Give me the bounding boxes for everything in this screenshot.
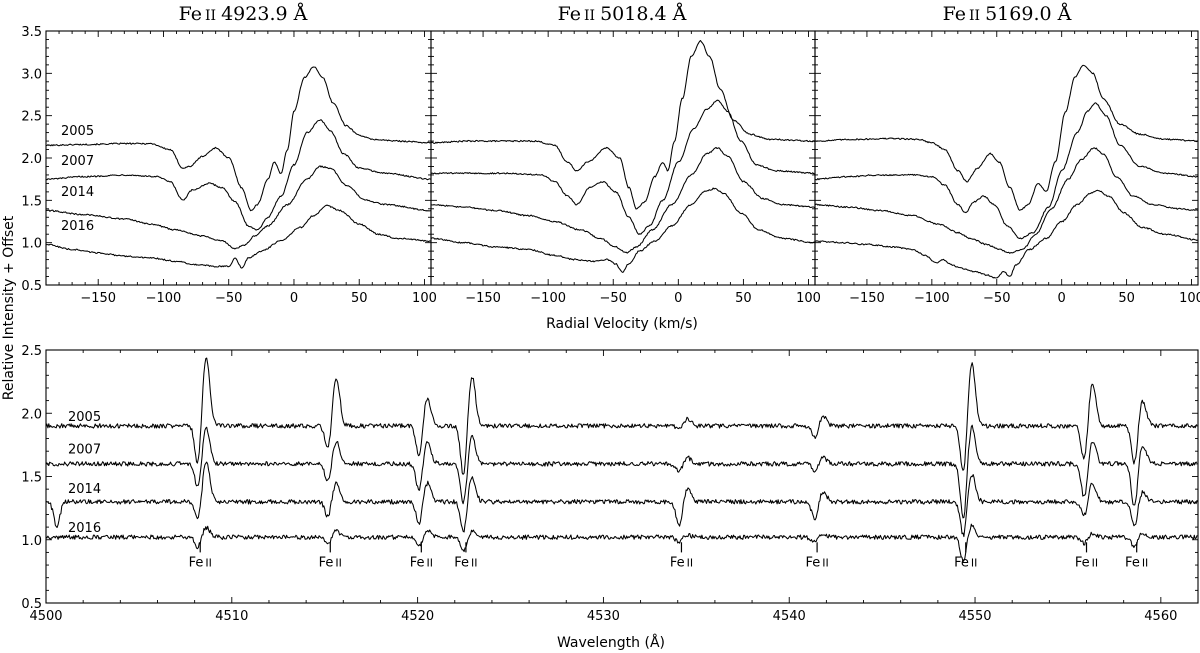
- y-tick-label: 1.0: [21, 534, 42, 549]
- x-axis-label: Wavelength (Å): [557, 634, 665, 651]
- y-axis-label: Relative Intensity + Offset: [1, 215, 17, 400]
- y-tick-label: 1.5: [21, 471, 42, 486]
- line-marker-label: Fe II: [805, 555, 828, 570]
- x-tick-label: 4520: [401, 609, 434, 624]
- x-tick-label: 4560: [1144, 609, 1177, 624]
- velocity-panel-fe2-5018: Fe II 5018.4 Å Radial Velocity (km/s) −150…: [430, 3, 821, 332]
- spectrum-2016: [45, 523, 1198, 563]
- plot-frame: [45, 30, 432, 286]
- x-tick-label: −150: [465, 291, 501, 306]
- spectrum-2007: [45, 424, 1198, 519]
- spectrum-2014: [45, 165, 431, 250]
- spectrum-2005: [45, 357, 1198, 475]
- panel-title: Fe II 5018.4 Å: [558, 3, 687, 25]
- x-tick-label: 0: [1058, 291, 1066, 306]
- year-label-2016: 2016: [68, 521, 101, 536]
- line-marker-label: Fe II: [954, 555, 977, 570]
- x-tick-label: −150: [80, 291, 116, 306]
- year-label-2007: 2007: [68, 443, 101, 458]
- x-tick-label: 4550: [958, 609, 991, 624]
- x-tick-label: 50: [735, 291, 752, 306]
- line-marker-label: Fe II: [670, 555, 693, 570]
- line-marker-label: Fe II: [189, 555, 212, 570]
- spectrum-2005: [814, 64, 1199, 211]
- spectrum-2016: [814, 189, 1198, 279]
- wavelength-panel: Wavelength (Å) 4500 4510 4520 4530 4540 4550 4…: [21, 344, 1199, 651]
- spectrum-2014: [45, 461, 1198, 538]
- y-tick-label: 0.5: [21, 279, 42, 294]
- x-tick-label: 100: [1179, 291, 1200, 306]
- y-tick-label: 0.5: [21, 597, 42, 612]
- spectrum-2007: [45, 119, 431, 231]
- x-tick-label: −100: [914, 291, 950, 306]
- x-tick-label: 50: [351, 291, 368, 306]
- velocity-panel-fe2-5169: Fe II 5169.0 Å −150 −100 −50 0 50 100: [814, 3, 1200, 306]
- x-tick-label: 4540: [773, 609, 806, 624]
- spectrum-2014: [814, 147, 1198, 254]
- year-label-2007: 2007: [61, 154, 94, 169]
- x-tick-label: 4530: [587, 609, 620, 624]
- plot-frame: [814, 30, 1199, 286]
- year-label-2014: 2014: [61, 185, 94, 200]
- y-tick-label: 2.0: [21, 407, 42, 422]
- plot-frame: [45, 349, 1199, 604]
- y-tick-label: 1.5: [21, 194, 42, 209]
- y-tick-label: 2.5: [21, 110, 42, 125]
- spectrum-2014: [431, 146, 816, 254]
- line-marker-label: Fe II: [454, 555, 477, 570]
- x-tick-label: −50: [983, 291, 1010, 306]
- velocity-panel-fe2-4923: Fe II 4923.9 Å −150 −100 −50 0 50 100 0.5 1.0 1.5 2…: [21, 3, 437, 306]
- spectrum-2016: [430, 187, 815, 273]
- panel-title: Fe II 5169.0 Å: [943, 3, 1072, 25]
- x-tick-label: 50: [1118, 291, 1135, 306]
- year-label-2014: 2014: [68, 482, 101, 497]
- x-tick-label: −100: [530, 291, 566, 306]
- y-tick-label: 3.5: [21, 25, 42, 40]
- x-tick-label: 4510: [215, 609, 248, 624]
- y-tick-label: 2.5: [21, 344, 42, 359]
- x-tick-label: −50: [600, 291, 627, 306]
- line-marker-label: Fe II: [1075, 555, 1098, 570]
- panel-title: Fe II 4923.9 Å: [179, 3, 308, 25]
- spectrum-2005: [430, 39, 816, 210]
- x-tick-label: 0: [290, 291, 298, 306]
- x-tick-label: 100: [796, 291, 821, 306]
- line-marker-label: Fe II: [1125, 555, 1148, 570]
- year-label-2016: 2016: [61, 219, 94, 234]
- year-label-2005: 2005: [61, 124, 94, 139]
- spectrum-2007: [814, 102, 1198, 240]
- spectrum-2007: [430, 99, 815, 235]
- line-marker-label: Fe II: [410, 555, 433, 570]
- x-tick-label: 4500: [29, 609, 62, 624]
- y-tick-label: 1.0: [21, 237, 42, 252]
- y-tick-label: 3.0: [21, 67, 42, 82]
- x-tick-label: −150: [849, 291, 885, 306]
- x-tick-label: 0: [674, 291, 682, 306]
- y-tick-label: 2.0: [21, 152, 42, 167]
- x-tick-label: 100: [412, 291, 437, 306]
- x-tick-label: −50: [215, 291, 242, 306]
- spectrum-2016: [45, 204, 431, 269]
- x-tick-label: −100: [146, 291, 182, 306]
- line-marker-label: Fe II: [319, 555, 342, 570]
- spectrum-2005: [45, 66, 431, 212]
- year-label-2005: 2005: [68, 410, 101, 425]
- x-axis-label: Radial Velocity (km/s): [546, 316, 698, 332]
